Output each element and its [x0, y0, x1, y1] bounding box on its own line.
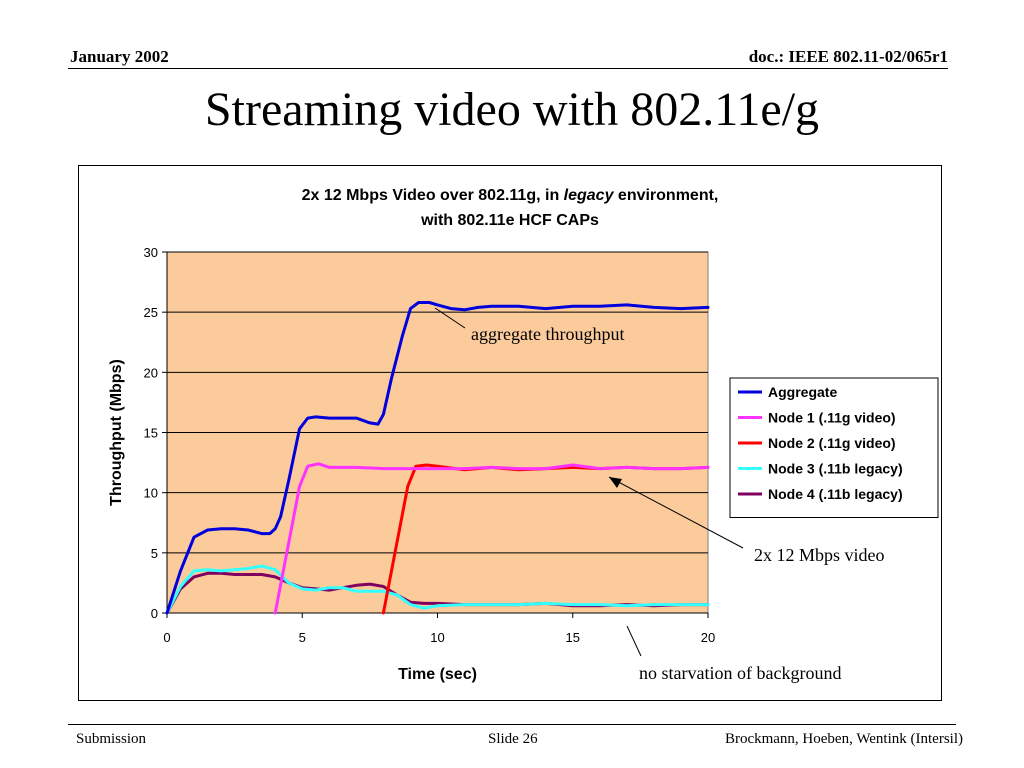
annotation-leader	[434, 307, 466, 329]
chart-title-part: environment,	[613, 187, 718, 204]
y-tick-label: 20	[144, 365, 158, 380]
y-tick-label: 10	[144, 486, 158, 501]
header-date: January 2002	[70, 47, 169, 66]
header-doc-id: doc.: IEEE 802.11-02/065r1	[748, 47, 948, 66]
legend-label: Node 1 (.11g video)	[768, 410, 896, 426]
footer-submission: Submission	[76, 731, 147, 747]
annotation-arrow	[608, 476, 744, 549]
annotation-leader	[626, 625, 642, 657]
x-tick-label: 5	[299, 630, 306, 645]
chart-subtitle: with 802.11e HCF CAPs	[420, 212, 599, 229]
footer-authors: Brockmann, Hoeben, Wentink (Intersil)	[724, 731, 963, 747]
annotation-aggregate: aggregate throughput	[471, 324, 624, 344]
footer-rule	[68, 724, 956, 725]
y-tick-label: 30	[144, 245, 158, 260]
y-axis-title: Throughput (Mbps)	[108, 359, 125, 506]
y-tick-label: 25	[144, 305, 158, 320]
footer-slide-number: Slide 26	[488, 731, 538, 747]
chart-frame: 2x 12 Mbps Video over 802.11g, in legacy…	[78, 165, 942, 701]
x-axis-title: Time (sec)	[398, 666, 477, 683]
annotation-background: no starvation of background	[639, 663, 841, 683]
x-tick-label: 20	[701, 630, 715, 645]
legend-label: Node 4 (.11b legacy)	[768, 486, 903, 502]
annotation-video: 2x 12 Mbps video	[754, 545, 885, 565]
header-rule	[68, 68, 948, 69]
y-tick-label: 5	[151, 546, 158, 561]
legend-label: Aggregate	[768, 384, 837, 400]
legend-label: Node 2 (.11g video)	[768, 435, 896, 451]
series-line	[165, 301, 710, 615]
series-line	[273, 462, 710, 615]
x-tick-label: 15	[566, 630, 580, 645]
slide-title: Streaming video with 802.11e/g	[204, 83, 820, 136]
y-tick-label: 15	[144, 426, 158, 441]
y-tick-label: 0	[151, 606, 158, 621]
legend-label: Node 3 (.11b legacy)	[768, 461, 903, 477]
chart-title-part: 2x 12 Mbps Video over 802.11g, in	[302, 187, 564, 204]
legend	[729, 377, 939, 518]
x-tick-label: 10	[430, 630, 444, 645]
arrowhead	[609, 477, 622, 488]
chart-title-part: legacy	[564, 187, 615, 204]
series-line	[165, 564, 710, 615]
chart: 2x 12 Mbps Video over 802.11g, in legacy…	[108, 187, 939, 683]
chart-title: 2x 12 Mbps Video over 802.11g, in legacy…	[302, 187, 719, 204]
x-tick-label: 0	[163, 630, 170, 645]
